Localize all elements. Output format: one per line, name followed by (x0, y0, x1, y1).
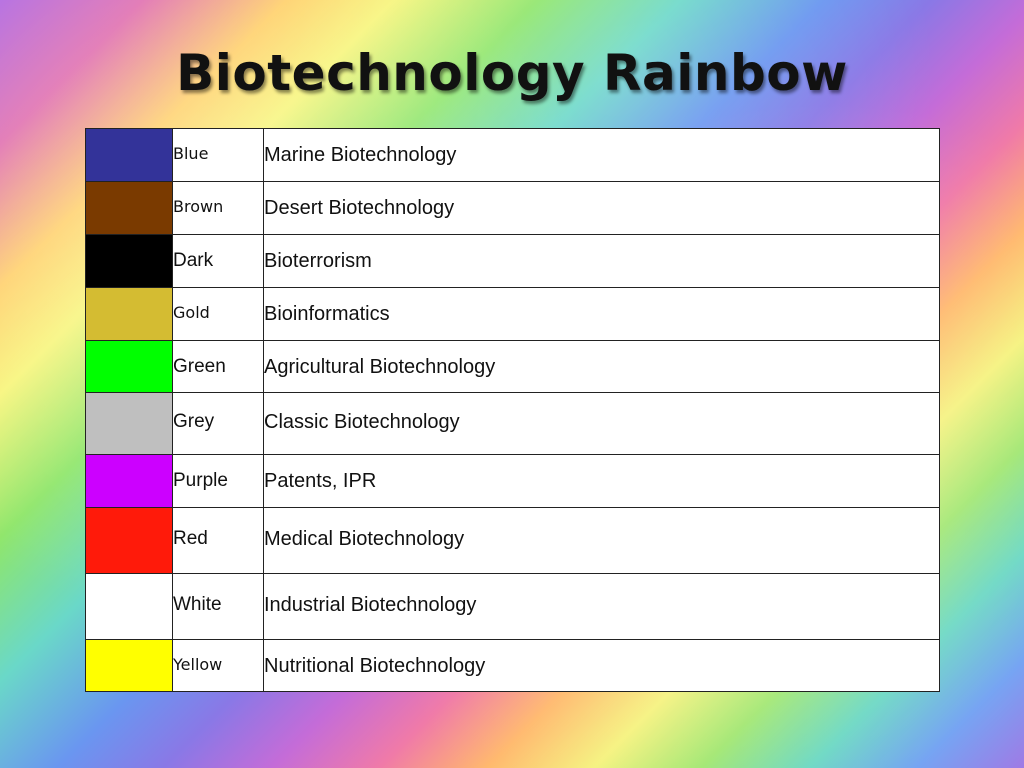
field-name: Agricultural Biotechnology (264, 356, 496, 378)
table-row: Red Medical Biotechnology (85, 507, 940, 574)
field-cell: Medical Biotechnology (263, 507, 940, 574)
color-name: Purple (173, 470, 228, 491)
color-name-cell: Grey (172, 392, 264, 455)
table-row: Gold Bioinformatics (85, 287, 940, 341)
color-swatch (85, 340, 173, 393)
table-row: Green Agricultural Biotechnology (85, 340, 940, 393)
table-row: Dark Bioterrorism (85, 234, 940, 288)
color-swatch (85, 128, 173, 182)
slide-title: Biotechnology Rainbow (176, 44, 848, 102)
field-name: Desert Biotechnology (264, 197, 455, 219)
color-swatch (85, 639, 173, 692)
field-cell: Industrial Biotechnology (263, 573, 940, 640)
color-swatch (85, 181, 173, 235)
field-name: Marine Biotechnology (264, 144, 457, 166)
color-swatch (85, 507, 173, 574)
color-swatch (85, 392, 173, 455)
color-name: White (173, 594, 222, 615)
color-name-cell: Green (172, 340, 264, 393)
color-name-cell: Blue (172, 128, 264, 182)
field-cell: Bioinformatics (263, 287, 940, 341)
color-name: Grey (173, 411, 215, 432)
color-name-cell: White (172, 573, 264, 640)
field-cell: Classic Biotechnology (263, 392, 940, 455)
color-swatch (85, 287, 173, 341)
field-name: Medical Biotechnology (264, 528, 465, 550)
color-name: Blue (173, 144, 209, 163)
field-cell: Nutritional Biotechnology (263, 639, 940, 692)
field-cell: Bioterrorism (263, 234, 940, 288)
color-name-cell: Purple (172, 454, 264, 508)
color-name: Dark (173, 250, 214, 271)
field-name: Patents, IPR (264, 470, 377, 492)
field-cell: Patents, IPR (263, 454, 940, 508)
field-cell: Desert Biotechnology (263, 181, 940, 235)
color-name: Yellow (173, 655, 223, 674)
color-name: Green (173, 356, 226, 377)
field-name: Nutritional Biotechnology (264, 655, 486, 677)
table-row: White Industrial Biotechnology (85, 573, 940, 640)
color-name-cell: Dark (172, 234, 264, 288)
field-name: Classic Biotechnology (264, 411, 460, 433)
field-cell: Agricultural Biotechnology (263, 340, 940, 393)
color-name-cell: Yellow (172, 639, 264, 692)
table-row: Brown Desert Biotechnology (85, 181, 940, 235)
color-name: Gold (173, 303, 210, 322)
color-swatch (85, 454, 173, 508)
table-row: Yellow Nutritional Biotechnology (85, 639, 940, 692)
field-name: Bioinformatics (264, 303, 390, 325)
color-swatch (85, 573, 173, 640)
color-name: Red (173, 528, 208, 549)
field-cell: Marine Biotechnology (263, 128, 940, 182)
color-swatch (85, 234, 173, 288)
color-name-cell: Brown (172, 181, 264, 235)
table-row: Purple Patents, IPR (85, 454, 940, 508)
field-name: Bioterrorism (264, 250, 372, 272)
table-row: Grey Classic Biotechnology (85, 392, 940, 455)
table-row: Blue Marine Biotechnology (85, 128, 940, 182)
biotech-color-table: Blue Marine Biotechnology Brown Desert B… (85, 128, 940, 692)
color-name: Brown (173, 197, 224, 216)
color-name-cell: Gold (172, 287, 264, 341)
field-name: Industrial Biotechnology (264, 594, 477, 616)
color-name-cell: Red (172, 507, 264, 574)
